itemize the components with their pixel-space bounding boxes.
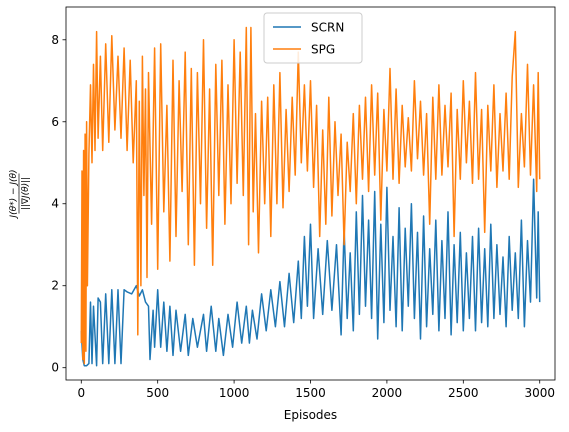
y-tick-label: 6	[51, 115, 59, 129]
x-axis-ticks: 0 500 1000 1500 2000 2500 3000	[77, 380, 555, 400]
y-tick-label: 8	[51, 33, 59, 47]
y-axis-label: J(θ*) − J(θ) / ||∇J(θ)||J(θ*) − J(θ) ||∇J…	[9, 169, 31, 219]
x-tick-label: 3000	[524, 386, 555, 400]
x-tick-label: 2500	[448, 386, 479, 400]
x-tick-label: 500	[146, 386, 169, 400]
series-line-spg	[80, 26, 541, 365]
series-layer	[80, 26, 541, 367]
y-tick-label: 2	[51, 279, 59, 293]
legend-label-spg: SPG	[311, 43, 335, 57]
y-label-numerator: J(θ*) − J(θ)	[9, 169, 19, 219]
y-axis-ticks: 0 2 4 6 8	[51, 33, 66, 375]
x-axis-label: Episodes	[284, 408, 337, 422]
x-tick-label: 0	[77, 386, 85, 400]
y-tick-label: 4	[51, 197, 59, 211]
legend-box	[263, 12, 363, 64]
series-line-scrn	[80, 178, 541, 367]
y-label-denominator: ||∇J(θ)||	[21, 177, 31, 210]
x-tick-label: 1500	[295, 386, 326, 400]
legend: SCRN SPG	[263, 12, 363, 64]
y-tick-label: 0	[51, 361, 59, 375]
legend-label-scrn: SCRN	[311, 21, 344, 35]
x-tick-label: 2000	[372, 386, 403, 400]
x-tick-label: 1000	[219, 386, 250, 400]
